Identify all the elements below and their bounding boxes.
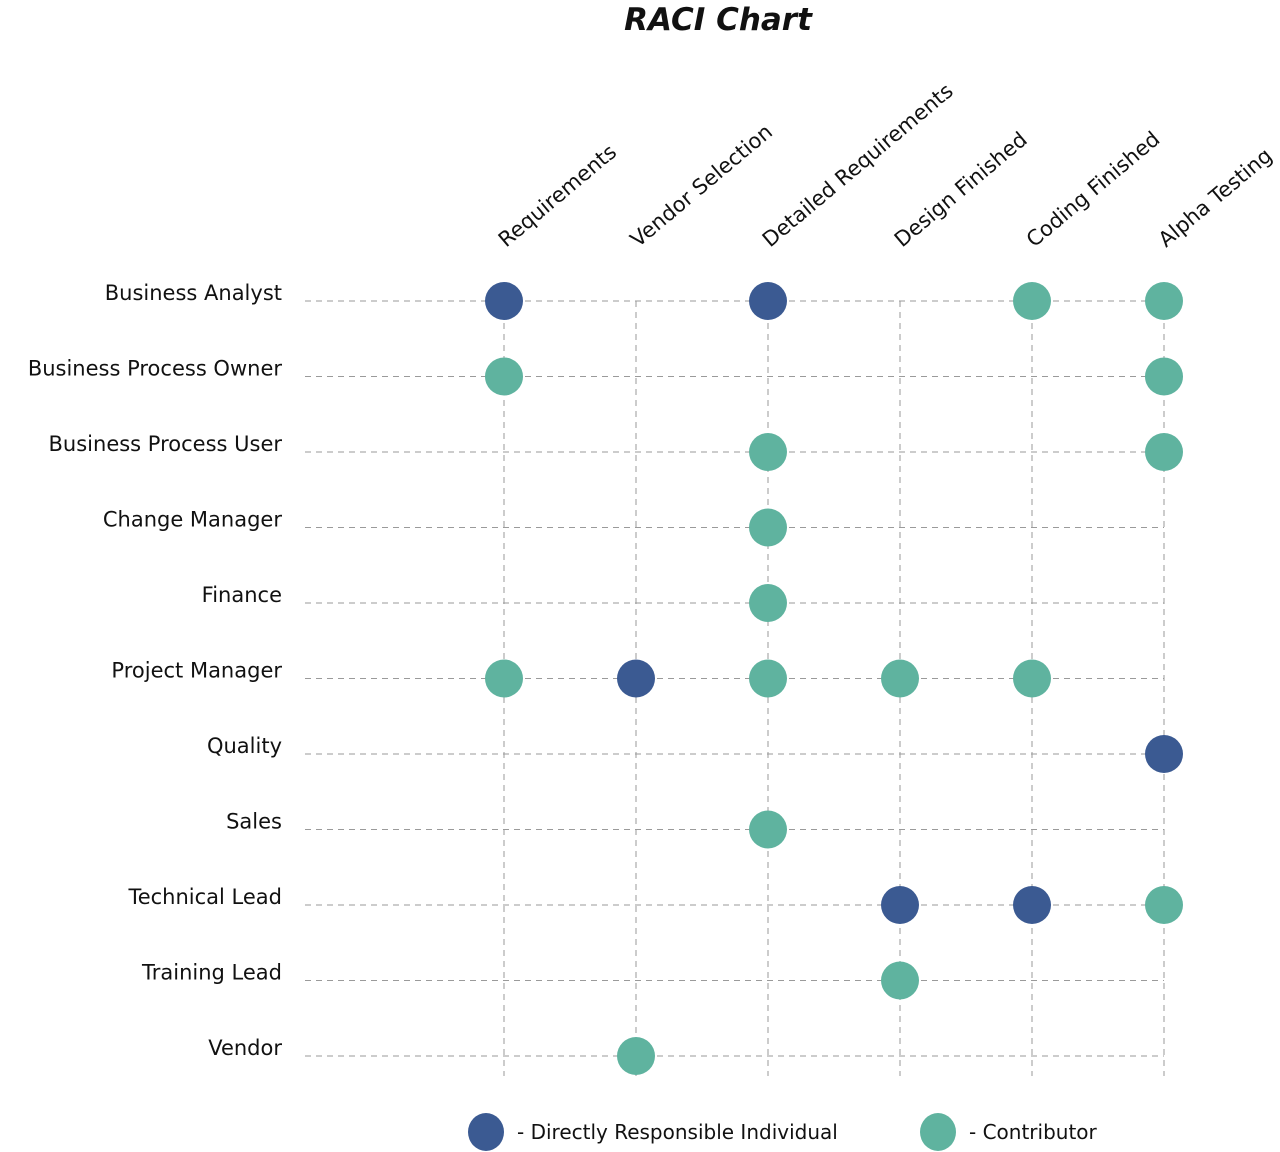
responsible-dot [485, 282, 523, 320]
contributor-dot [1145, 357, 1183, 396]
contributor-dot [617, 1037, 655, 1075]
row-label: Finance [202, 583, 282, 607]
responsible-dot [1145, 735, 1183, 773]
responsible-dot [1013, 886, 1051, 924]
row-label: Technical Lead [127, 885, 282, 909]
legend-swatch [468, 1113, 504, 1151]
chart-title: RACI Chart [624, 2, 813, 38]
contributor-dot [1013, 282, 1051, 320]
row-label: Business Analyst [105, 281, 282, 305]
contributor-dot [485, 357, 523, 396]
row-label: Training Lead [141, 961, 282, 985]
column-label: Requirements [494, 140, 621, 252]
legend: - Directly Responsible Individual - Contr… [468, 1113, 1098, 1151]
contributor-dot [1145, 433, 1183, 471]
column-label: Design Finished [890, 127, 1032, 252]
legend-swatch [920, 1113, 956, 1151]
legend-label: - Directly Responsible Individual [517, 1120, 838, 1144]
contributor-dot [749, 433, 787, 471]
column-label: Vendor Selection [626, 120, 777, 252]
row-label: Project Manager [111, 659, 282, 683]
contributor-dot [749, 810, 787, 849]
contributor-dot [881, 659, 919, 698]
row-label: Change Manager [103, 508, 282, 532]
contributor-dot [1013, 659, 1051, 698]
row-label: Business Process Owner [28, 357, 283, 381]
contributor-dot [1145, 282, 1183, 320]
responsible-dot [881, 886, 919, 924]
row-label: Quality [207, 734, 282, 758]
contributor-dot [485, 659, 523, 698]
column-label: Alpha Testing [1154, 143, 1277, 252]
contributor-dot [881, 961, 919, 1000]
row-label: Vendor [208, 1036, 282, 1060]
contributor-dot [749, 659, 787, 698]
contributor-dot [749, 508, 787, 547]
row-label: Sales [226, 810, 282, 834]
contributor-dot [1145, 886, 1183, 924]
row-label: Business Process User [49, 432, 283, 456]
responsible-dot [617, 659, 655, 698]
column-label: Coding Finished [1022, 127, 1165, 252]
legend-label: - Contributor [969, 1120, 1098, 1144]
contributor-dot [749, 584, 787, 622]
responsible-dot [749, 282, 787, 320]
